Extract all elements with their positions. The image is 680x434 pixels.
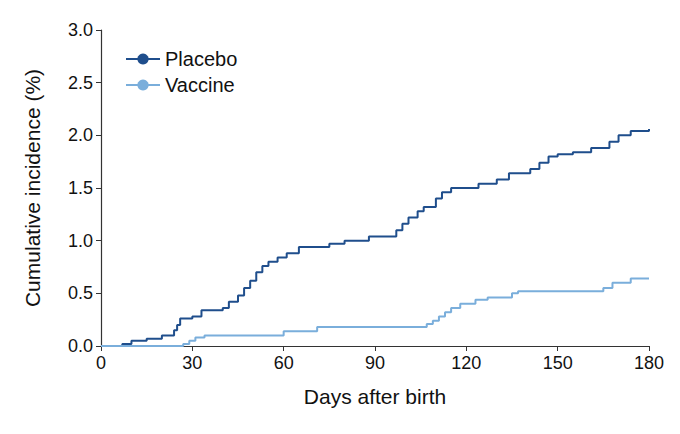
svg-text:0.0: 0.0 <box>68 336 93 356</box>
svg-text:Vaccine: Vaccine <box>165 74 235 96</box>
svg-text:3.0: 3.0 <box>68 20 93 40</box>
svg-text:1.0: 1.0 <box>68 231 93 251</box>
svg-text:0: 0 <box>96 353 106 373</box>
svg-text:Cumulative incidence (%): Cumulative incidence (%) <box>21 69 44 307</box>
svg-text:0.5: 0.5 <box>68 283 93 303</box>
svg-text:60: 60 <box>274 353 294 373</box>
svg-text:Placebo: Placebo <box>165 48 237 70</box>
svg-text:150: 150 <box>543 353 573 373</box>
svg-text:Days after birth: Days after birth <box>304 385 446 408</box>
svg-text:1.5: 1.5 <box>68 178 93 198</box>
svg-text:120: 120 <box>451 353 481 373</box>
svg-text:90: 90 <box>365 353 385 373</box>
svg-text:2.0: 2.0 <box>68 125 93 145</box>
svg-text:180: 180 <box>634 353 664 373</box>
svg-text:2.5: 2.5 <box>68 73 93 93</box>
svg-text:30: 30 <box>182 353 202 373</box>
